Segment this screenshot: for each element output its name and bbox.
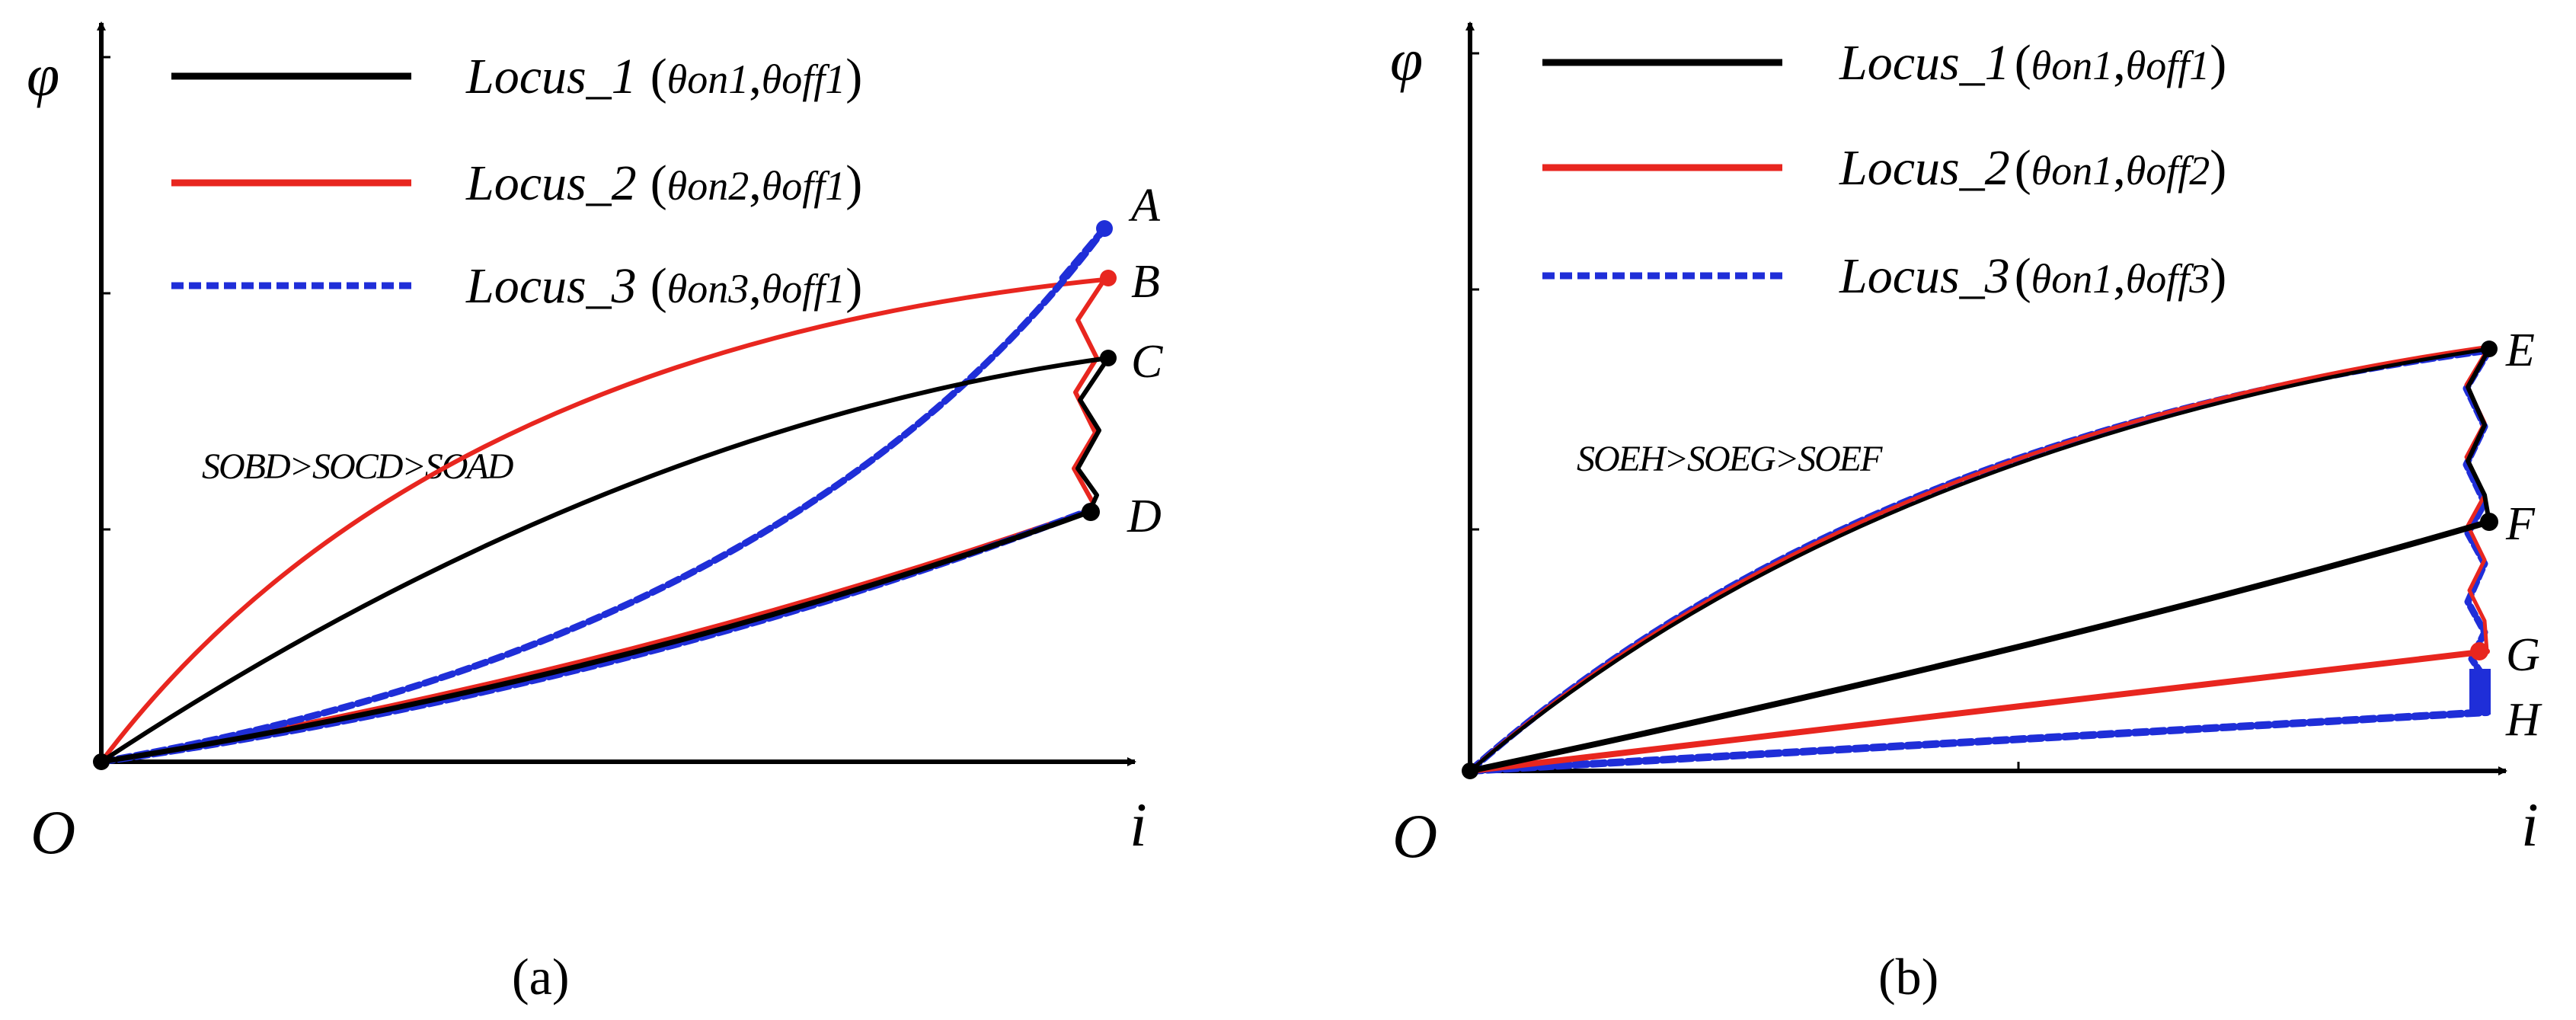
- x-axis-symbol: i: [2521, 790, 2539, 859]
- point-label-h: H: [2505, 694, 2542, 746]
- locus-3-upper: [1466, 347, 2493, 775]
- point-h-blob: [2469, 669, 2491, 715]
- locus-3-return: [1059, 225, 1108, 282]
- locus-3-lower: [97, 507, 1093, 766]
- point-b: [1100, 270, 1117, 286]
- point-f: [2480, 513, 2498, 531]
- area-relation: SOEH>SOEG>SOEF: [1577, 439, 1883, 479]
- point-origin: [1462, 763, 1478, 779]
- x-axis-symbol: i: [1130, 790, 1147, 859]
- legend: Locus_1 (θon1,θoff1) Locus_2 (θon2,θoff1) …: [171, 49, 862, 314]
- locus-1-upper: [99, 356, 1111, 764]
- locus-2-zigzag: [1072, 277, 1107, 513]
- legend-label-locus-2: Locus_2 (θon2,θoff1): [465, 155, 862, 211]
- locus-1-lower: [98, 509, 1092, 765]
- locus-2-lower: [1467, 648, 2490, 774]
- legend-label-locus-1: Locus_1(θon1,θoff1): [465, 49, 862, 104]
- locus-1-zigzag: [1075, 356, 1111, 514]
- panel-b: φ i O Locus_1(θon1,θoff1) Locus_2(θon1,θ…: [1390, 21, 2542, 1006]
- legend-label-locus-3: Locus_3(θon1,θoff3): [1839, 248, 2226, 304]
- point-c: [1100, 350, 1117, 366]
- point-d: [1082, 503, 1100, 521]
- y-axis-symbol: φ: [27, 42, 59, 108]
- loci: [1466, 344, 2493, 775]
- point-label-e: E: [2505, 325, 2535, 376]
- point-g: [2470, 642, 2488, 660]
- locus-2-upper: [99, 277, 1107, 764]
- point-label-b: B: [1131, 256, 1160, 308]
- legend-label-locus-3: Locus_3 (θon3,θoff1): [465, 258, 862, 314]
- origin-label: O: [1392, 801, 1437, 871]
- point-label-g: G: [2506, 629, 2540, 681]
- locus-2-lower: [99, 508, 1091, 764]
- point-label-c: C: [1131, 336, 1163, 388]
- legend: Locus_1(θon1,θoff1) Locus_2(θon1,θoff2) …: [1542, 35, 2226, 304]
- locus-1-zigzag: [2466, 347, 2491, 524]
- panel-a: φ i O Locus_1 (θon1,θoff1) Locus_2 (θon2,θ…: [27, 21, 1163, 1006]
- point-e: [2481, 341, 2498, 357]
- locus-1-upper: [1468, 347, 2491, 773]
- point-a: [1096, 220, 1113, 237]
- locus-1-lower: [1467, 519, 2492, 774]
- point-label-d: D: [1127, 491, 1162, 542]
- panel-caption-a: (a): [512, 948, 569, 1006]
- y-axis-symbol: φ: [1390, 27, 1423, 93]
- area-relation: SOBD>SOCD>SOAD: [202, 446, 513, 487]
- locus-3-lower: [1466, 708, 2491, 775]
- legend-label-locus-1: Locus_1(θon1,θoff1): [1839, 35, 2226, 91]
- point-origin: [93, 753, 110, 770]
- loci: [97, 225, 1111, 766]
- point-label-f: F: [2505, 498, 2536, 550]
- locus-3-upper: [97, 225, 1108, 766]
- locus-2-upper: [1468, 344, 2491, 773]
- legend-label-locus-2: Locus_2(θon1,θoff2): [1839, 140, 2226, 196]
- origin-label: O: [30, 798, 75, 867]
- point-label-a: A: [1128, 180, 1161, 232]
- panel-caption-b: (b): [1878, 948, 1938, 1006]
